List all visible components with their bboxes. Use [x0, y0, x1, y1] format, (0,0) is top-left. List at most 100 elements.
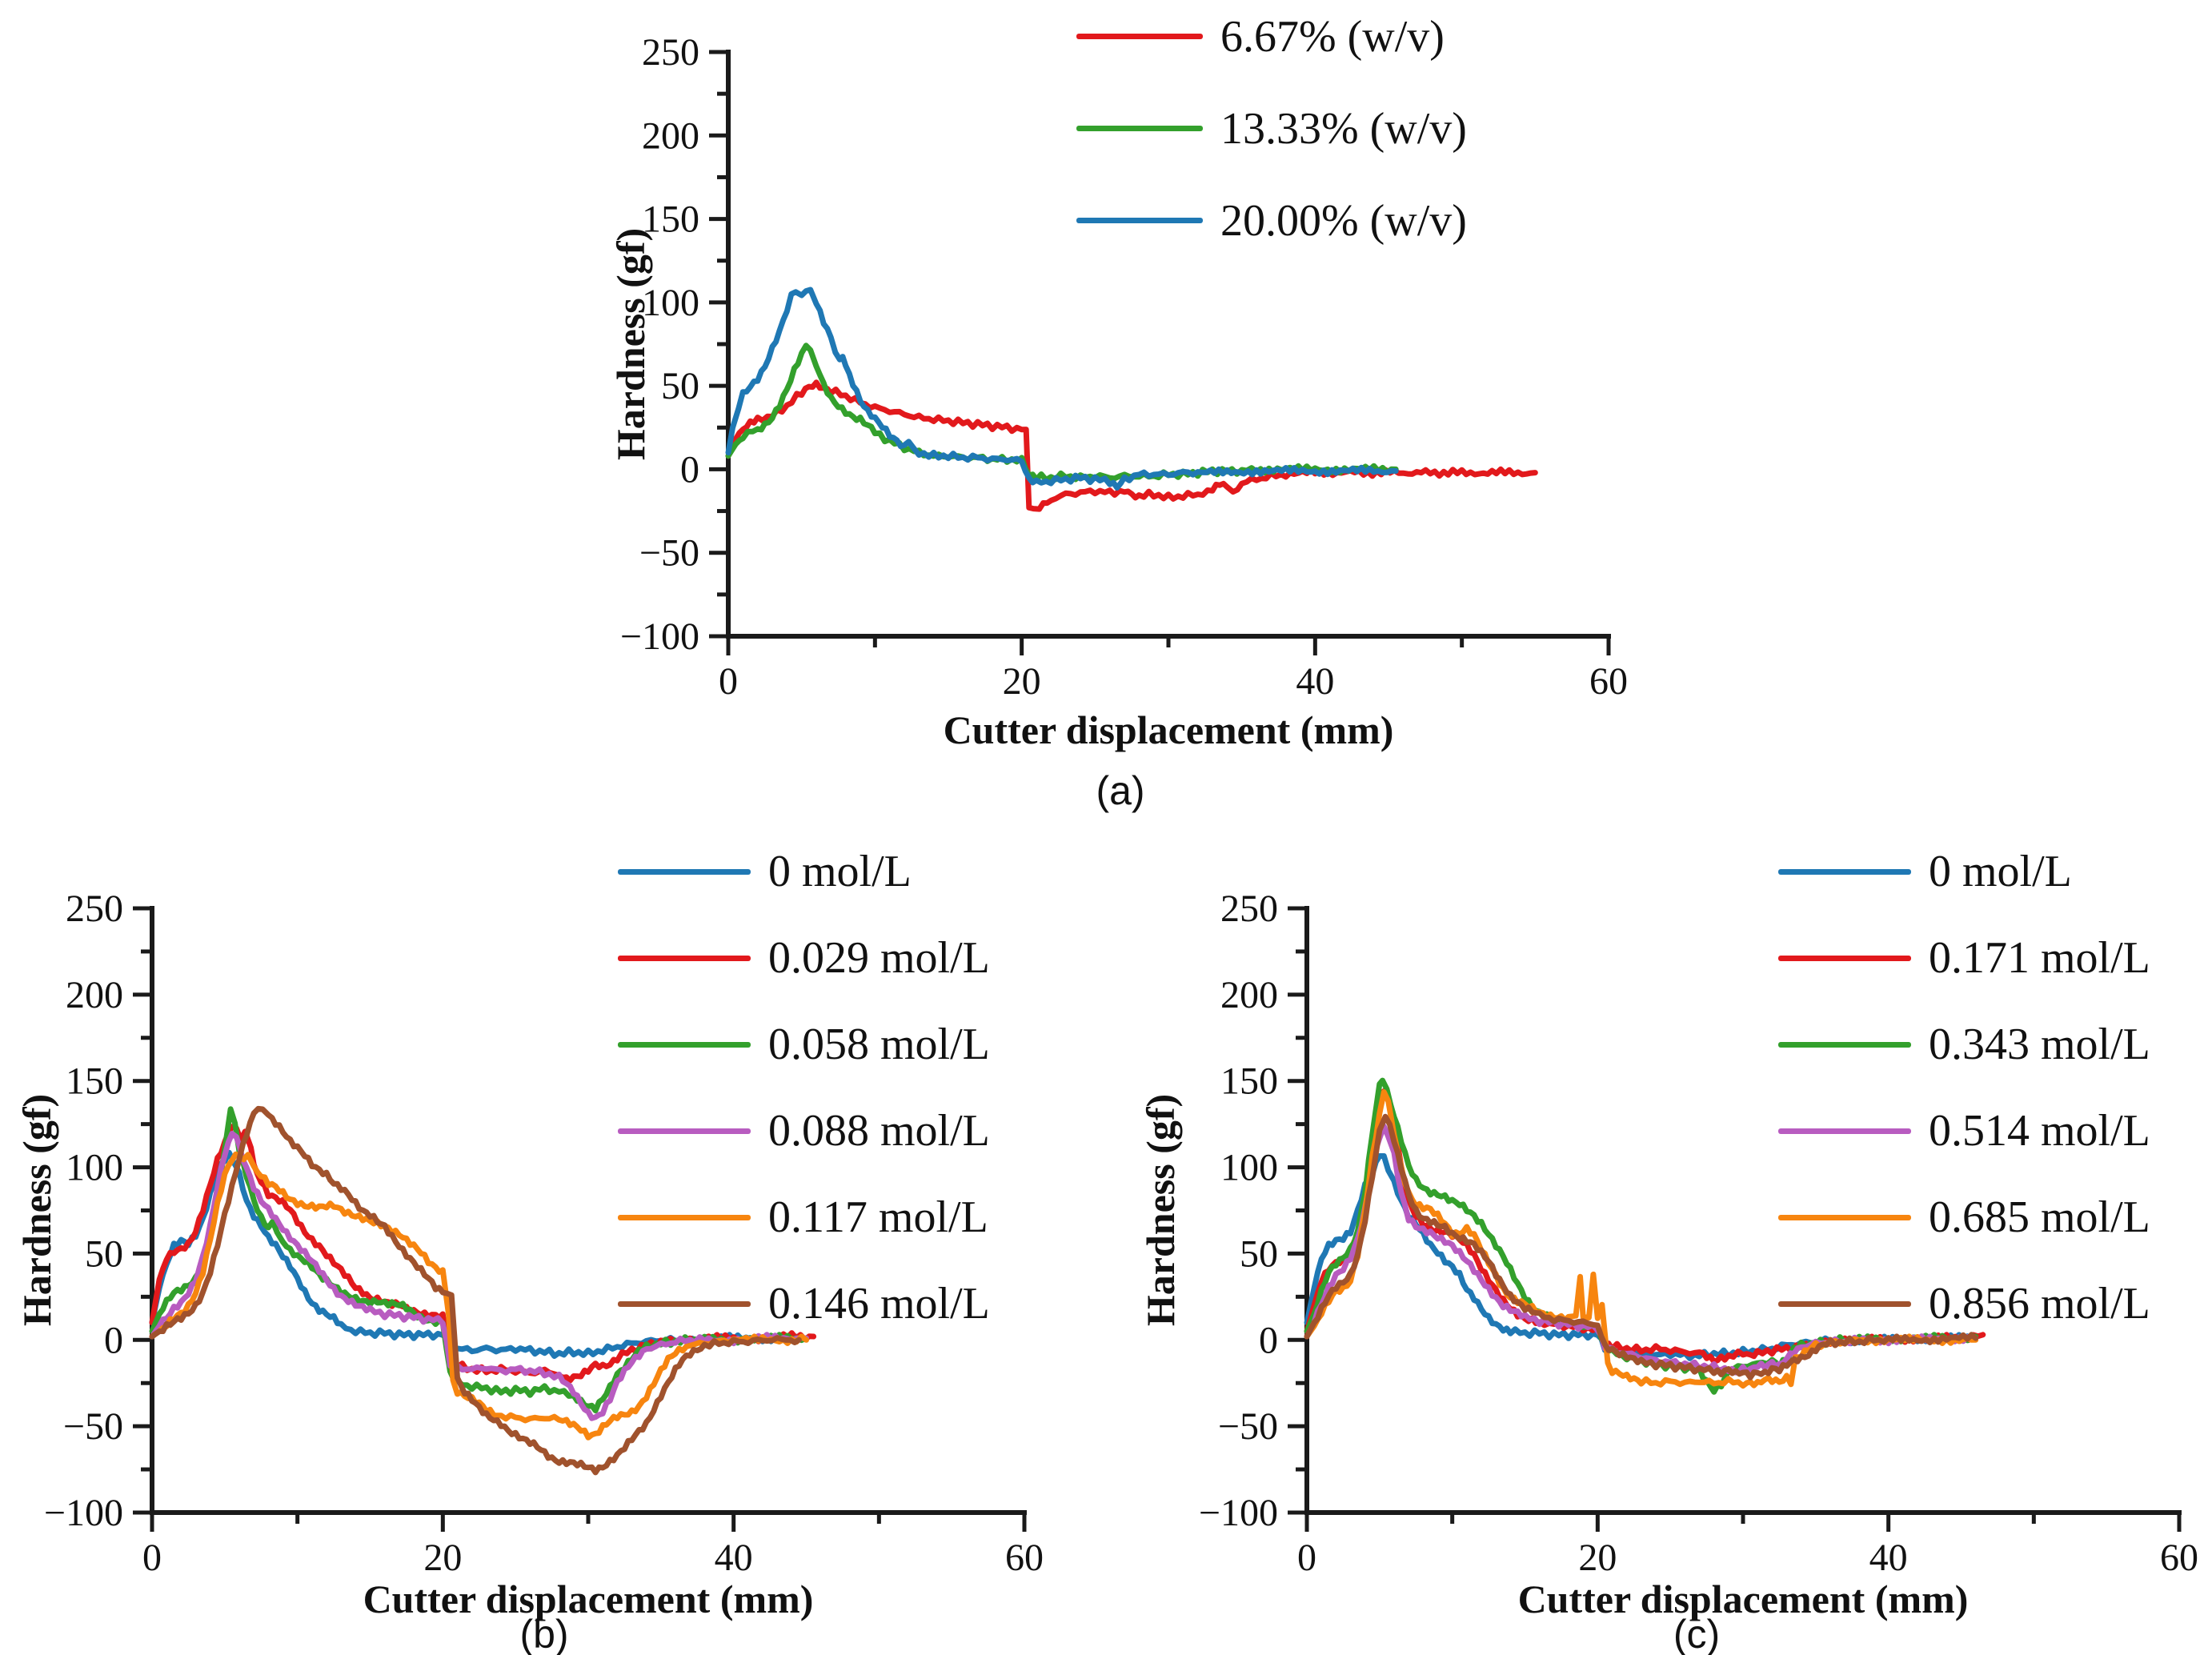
legend-item: 0.343 mol/L	[1778, 1001, 2150, 1088]
legend-line-swatch	[1076, 218, 1203, 223]
y-tick-label: −100	[1199, 1492, 1278, 1534]
y-tick-label: 150	[66, 1060, 123, 1103]
legend-label: 6.67% (w/v)	[1220, 11, 1445, 62]
y-tick-label: 250	[642, 31, 699, 74]
legend-item: 6.67% (w/v)	[1076, 0, 1467, 82]
y-tick-label: 250	[66, 888, 123, 930]
panel-b-ylabel: Hardness (gf)	[14, 1093, 59, 1327]
legend-item: 0.514 mol/L	[1778, 1088, 2150, 1174]
x-tick-label: 0	[1297, 1537, 1316, 1579]
legend-label: 20.00% (w/v)	[1220, 195, 1467, 246]
legend-item: 0.058 mol/L	[618, 1001, 990, 1088]
legend-item: 0.117 mol/L	[618, 1174, 990, 1260]
legend-line-swatch	[618, 1128, 751, 1134]
y-tick-label: 50	[661, 365, 699, 407]
y-tick-label: 50	[85, 1232, 123, 1275]
legend-item: 0.685 mol/L	[1778, 1174, 2150, 1260]
y-tick-label: 200	[1220, 974, 1278, 1016]
legend-label: 0.171 mol/L	[1929, 933, 2150, 983]
legend-item: 20.00% (w/v)	[1076, 174, 1467, 266]
y-tick-label: 200	[642, 114, 699, 157]
y-tick-label: −50	[63, 1405, 123, 1448]
legend-item: 0 mol/L	[1778, 828, 2150, 915]
legend-label: 0.058 mol/L	[768, 1020, 990, 1069]
panel-a-ylabel: Hardness (gf)	[608, 227, 653, 461]
legend-line-swatch	[1778, 868, 1911, 875]
series-line-0.146-mol-l	[149, 1105, 802, 1476]
x-tick-label: 20	[423, 1537, 462, 1579]
legend-line-swatch	[1076, 34, 1203, 39]
panel-c-legend: 0 mol/L 0.171 mol/L 0.343 mol/L 0.514 mo…	[1778, 828, 2150, 1347]
panel-c-ylabel: Hardness (gf)	[1138, 1093, 1183, 1327]
legend-label: 0.146 mol/L	[768, 1279, 990, 1328]
legend-label: 13.33% (w/v)	[1220, 103, 1467, 154]
legend-label: 0.685 mol/L	[1929, 1192, 2150, 1242]
legend-line-swatch	[1778, 1300, 1911, 1307]
legend-label: 0.343 mol/L	[1929, 1020, 2150, 1069]
panel-a-xlabel: Cutter displacement (mm)	[943, 707, 1394, 752]
panel-b-legend: 0 mol/L 0.029 mol/L 0.058 mol/L 0.088 mo…	[618, 828, 990, 1347]
series-line-0.088-mol-l	[149, 1131, 809, 1421]
legend-line-swatch	[618, 1214, 751, 1220]
x-tick-label: 20	[1003, 660, 1041, 703]
legend-item: 0.171 mol/L	[1778, 915, 2150, 1001]
legend-line-swatch	[1778, 1128, 1911, 1134]
legend-line-swatch	[618, 1300, 751, 1307]
panel-a-tag: (a)	[1096, 768, 1145, 813]
legend-item: 0.029 mol/L	[618, 915, 990, 1001]
y-tick-label: 100	[1220, 1147, 1278, 1189]
x-tick-label: 0	[719, 660, 738, 703]
series-line-13.33-w-v-	[725, 343, 1399, 483]
y-tick-label: −50	[639, 532, 699, 575]
x-tick-label: 60	[1589, 660, 1628, 703]
legend-line-swatch	[1778, 1214, 1911, 1220]
y-tick-label: 200	[66, 974, 123, 1016]
y-tick-label: 50	[1240, 1232, 1278, 1275]
y-tick-label: −100	[620, 615, 699, 658]
x-tick-label: 40	[1869, 1537, 1908, 1579]
panel-a-legend: 6.67% (w/v) 13.33% (w/v) 20.00% (w/v)	[1076, 0, 1467, 266]
y-tick-label: 100	[642, 282, 699, 324]
y-tick-label: 150	[642, 198, 699, 241]
legend-label: 0.117 mol/L	[768, 1192, 988, 1242]
y-tick-label: 100	[66, 1147, 123, 1189]
y-tick-label: −50	[1218, 1405, 1278, 1448]
x-tick-label: 20	[1578, 1537, 1617, 1579]
legend-label: 0.029 mol/L	[768, 933, 990, 983]
legend-item: 0 mol/L	[618, 828, 990, 915]
legend-label: 0 mol/L	[1929, 847, 2072, 896]
legend-line-swatch	[618, 1041, 751, 1048]
y-tick-label: 150	[1220, 1060, 1278, 1103]
panel-b-xlabel: Cutter displacement (mm)	[363, 1577, 814, 1621]
y-tick-label: 0	[1259, 1319, 1278, 1361]
x-tick-label: 40	[1296, 660, 1334, 703]
x-tick-label: 60	[2160, 1537, 2198, 1579]
series-line-6.67-w-v-	[725, 379, 1538, 512]
legend-label: 0.514 mol/L	[1929, 1106, 2150, 1156]
legend-line-swatch	[618, 868, 751, 875]
legend-item: 13.33% (w/v)	[1076, 82, 1467, 174]
y-tick-label: 250	[1220, 888, 1278, 930]
legend-line-swatch	[1778, 1041, 1911, 1048]
legend-label: 0.856 mol/L	[1929, 1279, 2150, 1328]
x-tick-label: 60	[1005, 1537, 1044, 1579]
legend-label: 0 mol/L	[768, 847, 912, 896]
y-tick-label: 0	[104, 1319, 123, 1361]
x-tick-label: 40	[715, 1537, 753, 1579]
y-tick-label: −100	[44, 1492, 123, 1534]
legend-line-swatch	[618, 955, 751, 961]
legend-line-swatch	[1778, 955, 1911, 961]
panel-c-xlabel: Cutter displacement (mm)	[1517, 1577, 1969, 1621]
legend-line-swatch	[1076, 126, 1203, 131]
series-line-20.00-w-v-	[725, 287, 1399, 491]
legend-label: 0.088 mol/L	[768, 1106, 990, 1156]
legend-item: 0.856 mol/L	[1778, 1260, 2150, 1347]
legend-item: 0.088 mol/L	[618, 1088, 990, 1174]
panel-c-tag: (c)	[1673, 1612, 1721, 1655]
panel-b-tag: (b)	[519, 1612, 569, 1655]
legend-item: 0.146 mol/L	[618, 1260, 990, 1347]
series-line-0.856-mol-l	[1304, 1113, 1979, 1381]
y-tick-label: 0	[680, 448, 699, 491]
